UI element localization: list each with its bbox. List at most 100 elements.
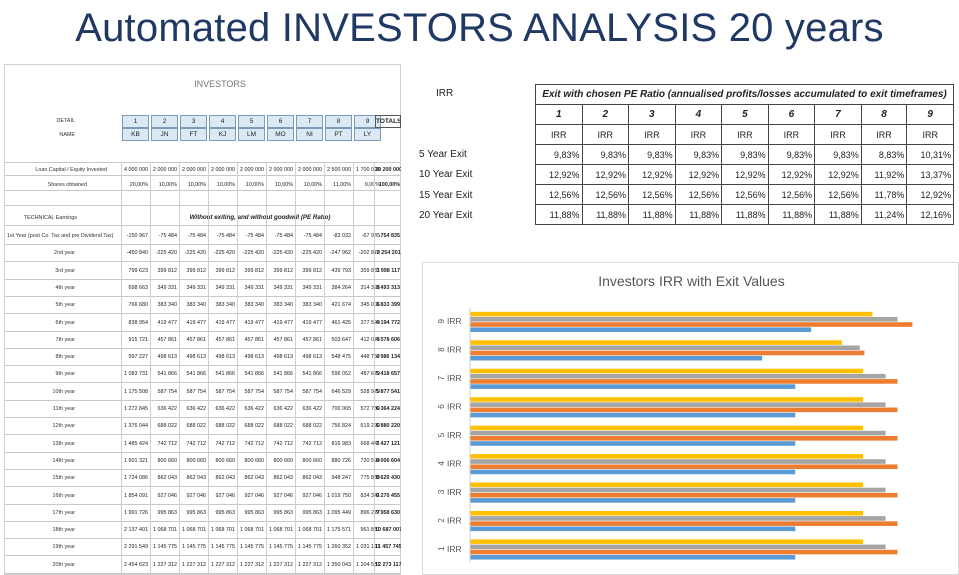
irr-column-number: 6 bbox=[767, 104, 816, 125]
row-value: 383 340 bbox=[186, 302, 207, 308]
irr-value: 11,88% bbox=[674, 204, 723, 225]
row-line bbox=[5, 313, 400, 314]
irr-value: 9,83% bbox=[581, 144, 630, 165]
row-value: 412 075 bbox=[360, 337, 381, 343]
row-value: 700 065 bbox=[331, 406, 352, 412]
row-value: 688 022 bbox=[273, 423, 294, 429]
row-value: 1 145 775 bbox=[269, 544, 293, 550]
row-value: 1 068 701 bbox=[269, 527, 293, 533]
shares-value: 10,00% bbox=[245, 182, 264, 188]
bar-series-3 bbox=[470, 516, 886, 521]
row-value: 448 752 bbox=[360, 354, 381, 360]
shares-label: Shares obtained bbox=[47, 182, 87, 188]
row-value: 399 812 bbox=[302, 268, 323, 274]
row-total: 4 986 134 bbox=[376, 354, 400, 360]
row-value: 995 863 bbox=[244, 510, 265, 516]
irr-corner-label: IRR bbox=[436, 88, 454, 99]
row-value: 948 247 bbox=[331, 475, 352, 481]
row-value: 2 454 623 bbox=[124, 562, 148, 568]
row-value: 587 754 bbox=[157, 389, 178, 395]
row-value: 2 137 401 bbox=[124, 527, 148, 533]
row-value: 587 754 bbox=[302, 389, 323, 395]
irr-value: 11,92% bbox=[860, 164, 908, 185]
row-label: 16th year bbox=[52, 493, 75, 499]
irr-column-number: 1 bbox=[535, 104, 583, 125]
row-label: 18th year bbox=[52, 527, 75, 533]
row-value: 720 594 bbox=[360, 458, 381, 464]
row-value: 742 712 bbox=[302, 441, 323, 447]
row-value: 995 863 bbox=[302, 510, 323, 516]
row-value: 457 861 bbox=[186, 337, 207, 343]
row-value: 742 712 bbox=[273, 441, 294, 447]
row-value: 995 863 bbox=[186, 510, 207, 516]
irr-value: 12,92% bbox=[674, 164, 723, 185]
row-value: 800 660 bbox=[244, 458, 265, 464]
bar-series-1 bbox=[470, 469, 796, 475]
totals-label: TOTALS bbox=[375, 115, 401, 128]
irr-value: 12,92% bbox=[721, 164, 769, 185]
row-label: 6th year bbox=[55, 320, 75, 326]
row-label: 12th year bbox=[52, 423, 75, 429]
row-value: 439 793 bbox=[331, 268, 352, 274]
row-value: 587 754 bbox=[186, 389, 207, 395]
shares-value: 10,00% bbox=[303, 182, 322, 188]
category-tick-label: 5 bbox=[437, 432, 446, 437]
investor-name: NI bbox=[296, 128, 323, 141]
investor-name: JN bbox=[151, 128, 178, 141]
row-value: 1 854 091 bbox=[124, 493, 148, 499]
row-value: -67 935 bbox=[361, 233, 380, 239]
row-value: 862 043 bbox=[273, 475, 294, 481]
row-label: 5th year bbox=[55, 302, 75, 308]
row-value: 800 660 bbox=[186, 458, 207, 464]
row-value: 572 780 bbox=[360, 406, 381, 412]
bar-series-4 bbox=[470, 340, 842, 345]
row-value: 383 340 bbox=[273, 302, 294, 308]
investor-name: MO bbox=[267, 128, 294, 141]
row-value: 1 019 750 bbox=[327, 493, 351, 499]
row-label: 11th year bbox=[52, 406, 75, 412]
detail-number: 7 bbox=[296, 115, 323, 128]
irr-value: 12,92% bbox=[581, 164, 630, 185]
irr-value: 8,83% bbox=[860, 144, 908, 165]
row-value: 800 660 bbox=[302, 458, 323, 464]
row-total: 3 833 399 bbox=[376, 302, 400, 308]
irr-value: 12,56% bbox=[535, 184, 583, 205]
row-line bbox=[5, 417, 400, 418]
row-value: 1 724 086 bbox=[124, 475, 148, 481]
bar-series-3 bbox=[470, 373, 886, 379]
row-value: -247 962 bbox=[329, 250, 351, 256]
column-line bbox=[208, 162, 209, 575]
bar-series-1 bbox=[470, 412, 796, 418]
irr-value: 9,83% bbox=[535, 144, 583, 165]
row-value: 636 422 bbox=[157, 406, 178, 412]
row-value: 349 331 bbox=[157, 285, 178, 291]
separator-line bbox=[5, 162, 400, 163]
separator-line bbox=[5, 190, 400, 191]
row-total: 3 998 117 bbox=[376, 268, 400, 274]
row-value: 419 477 bbox=[273, 320, 294, 326]
bar-series-2 bbox=[470, 407, 898, 413]
category-group: 9 IRR bbox=[437, 311, 913, 333]
row-value: 528 979 bbox=[360, 389, 381, 395]
row-value: 1 145 775 bbox=[182, 544, 206, 550]
row-value: 345 006 bbox=[360, 302, 381, 308]
row-value: 915 721 bbox=[128, 337, 149, 343]
category-group: 5 IRR bbox=[437, 425, 898, 446]
loan-value: 1 700 000 bbox=[356, 167, 380, 173]
bar-series-4 bbox=[470, 482, 864, 488]
irr-value: 9,83% bbox=[814, 144, 862, 165]
row-value: 457 861 bbox=[273, 337, 294, 343]
bar-series-3 bbox=[470, 345, 860, 351]
category-group: 7 IRR bbox=[437, 368, 898, 389]
row-value: -75 484 bbox=[274, 233, 293, 239]
irr-value: 11,88% bbox=[581, 204, 630, 225]
row-label: 2nd year bbox=[54, 250, 75, 256]
row-value: 688 022 bbox=[215, 423, 236, 429]
category-tick-label: 2 bbox=[437, 518, 446, 523]
irr-sub-label: IRR bbox=[581, 124, 630, 145]
row-value: 862 043 bbox=[302, 475, 323, 481]
row-line bbox=[5, 555, 400, 556]
category-group: 4 IRR bbox=[437, 454, 898, 475]
column-line bbox=[150, 162, 151, 575]
